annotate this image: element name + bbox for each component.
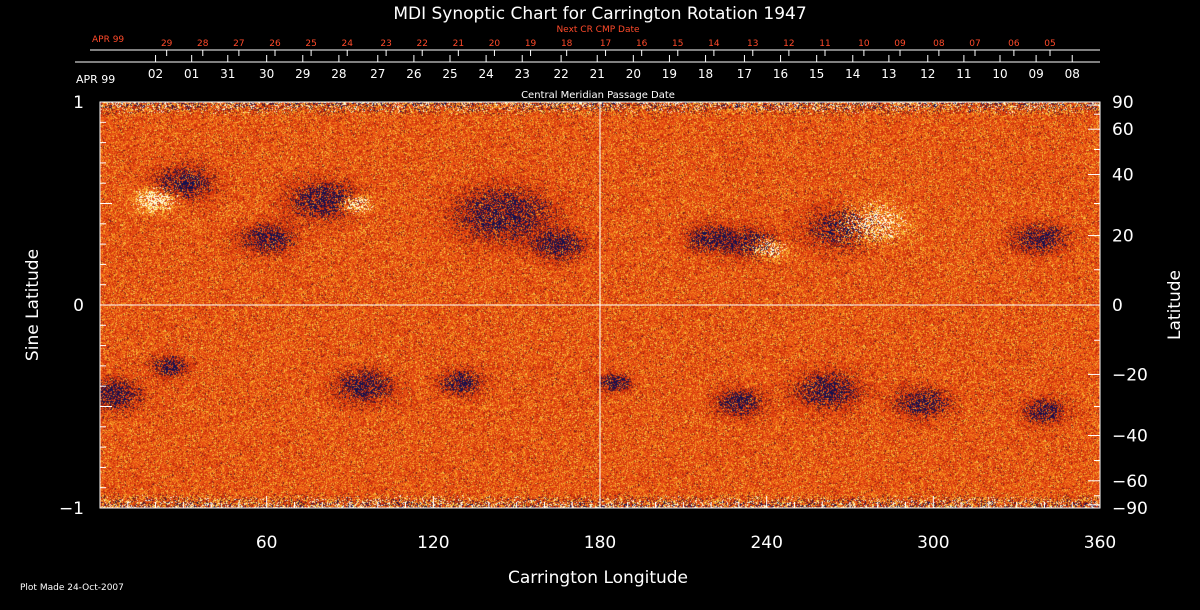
next-cr-date-label: 12 — [783, 39, 794, 49]
next-cr-date-label: 10 — [858, 39, 870, 49]
next-cr-date-label: 22 — [416, 39, 427, 49]
next-cr-axis-label: Next CR CMP Date — [556, 25, 640, 35]
next-cr-date-label: 06 — [1008, 39, 1020, 49]
cmp-date-label: 01 — [184, 67, 199, 81]
x-tick-label: 120 — [417, 533, 449, 553]
y-tick-label-left: −1 — [59, 499, 84, 519]
cmp-date-label: 09 — [1028, 67, 1043, 81]
cmp-date-label: 12 — [920, 67, 935, 81]
plot-made-footer: Plot Made 24-Oct-2007 — [20, 583, 124, 593]
x-tick-label: 60 — [256, 533, 278, 553]
next-cr-date-label: 23 — [380, 39, 391, 49]
x-tick-label: 300 — [917, 533, 949, 553]
y-tick-label-right: 90 — [1112, 93, 1134, 113]
x-tick-label: 360 — [1084, 533, 1116, 553]
x-tick-label: 180 — [584, 533, 616, 553]
next-cr-date-label: 27 — [233, 39, 244, 49]
axes: 60 120 180 240 300 36010−1906040200−20−40−60−… — [59, 39, 1148, 553]
next-cr-date-label: 14 — [708, 39, 720, 49]
next-cr-date-label: 08 — [933, 39, 945, 49]
cmp-date-label: 26 — [406, 67, 421, 81]
gridlines — [100, 102, 1100, 508]
y-tick-label-left: 1 — [73, 93, 84, 113]
y-axis-label-left: Sine Latitude — [23, 249, 43, 361]
cmp-date-label: 23 — [515, 67, 530, 81]
x-axis-label: Carrington Longitude — [508, 568, 688, 588]
cmp-date-label: 10 — [992, 67, 1007, 81]
y-tick-label-right: 0 — [1112, 296, 1123, 316]
cmp-date-label: 02 — [148, 67, 163, 81]
next-cr-date-label: 18 — [561, 39, 573, 49]
next-cr-date-label: 13 — [747, 39, 758, 49]
cmp-date-label: 30 — [259, 67, 274, 81]
y-axis-label-right: Latitude — [1165, 270, 1185, 340]
cmp-date-label: 22 — [553, 67, 568, 81]
y-tick-label-right: 40 — [1112, 166, 1134, 186]
y-tick-label-right: −60 — [1112, 472, 1148, 492]
next-cr-date-label: 25 — [305, 39, 316, 49]
cmp-date-label: 20 — [626, 67, 641, 81]
next-cr-date-label: 11 — [819, 39, 830, 49]
chart-title: MDI Synoptic Chart for Carrington Rotati… — [393, 4, 806, 24]
y-tick-label-right: −40 — [1112, 426, 1148, 446]
next-cr-date-label: 19 — [525, 39, 537, 49]
cmp-date-label: 18 — [698, 67, 713, 81]
cmp-date-label: 27 — [370, 67, 385, 81]
y-tick-label-right: 60 — [1112, 120, 1134, 140]
next-cr-date-label: 29 — [161, 39, 173, 49]
next-cr-date-label: 17 — [600, 39, 611, 49]
next-cr-date-label: 09 — [894, 39, 906, 49]
y-tick-label-right: 20 — [1112, 227, 1134, 247]
next-cr-date-label: 24 — [341, 39, 353, 49]
cmp-date-label: 19 — [662, 67, 677, 81]
next-cr-date-label: 05 — [1044, 39, 1055, 49]
cmp-date-label: 25 — [442, 67, 457, 81]
cmp-date-label: 21 — [590, 67, 605, 81]
cmp-date-label: 13 — [881, 67, 896, 81]
cmp-axis-label: Central Meridian Passage Date — [521, 90, 675, 101]
next-cr-date-label: 21 — [453, 39, 464, 49]
cmp-month-label: APR 99 — [76, 73, 115, 86]
next-cr-date-label: 20 — [489, 39, 501, 49]
cmp-date-label: 15 — [809, 67, 824, 81]
next-cr-date-label: 28 — [197, 39, 209, 49]
next-cr-date-label: 15 — [672, 39, 683, 49]
cmp-date-label: 08 — [1065, 67, 1080, 81]
cmp-date-label: 17 — [737, 67, 752, 81]
cmp-date-label: 11 — [956, 67, 971, 81]
cmp-date-label: 28 — [331, 67, 346, 81]
y-tick-label-right: −20 — [1112, 365, 1148, 385]
cmp-date-label: 14 — [845, 67, 860, 81]
cmp-date-label: 29 — [295, 67, 310, 81]
x-tick-label: 240 — [750, 533, 782, 553]
y-tick-label-right: −90 — [1112, 499, 1148, 519]
cmp-date-label: 24 — [478, 67, 493, 81]
cmp-date-label: 31 — [220, 67, 235, 81]
next-cr-date-label: 07 — [969, 39, 980, 49]
next-cr-date-label: 26 — [269, 39, 281, 49]
y-tick-label-left: 0 — [73, 296, 84, 316]
next-cr-date-label: 16 — [636, 39, 648, 49]
cmp-date-label: 16 — [773, 67, 788, 81]
next-cr-month-label: APR 99 — [92, 35, 124, 45]
